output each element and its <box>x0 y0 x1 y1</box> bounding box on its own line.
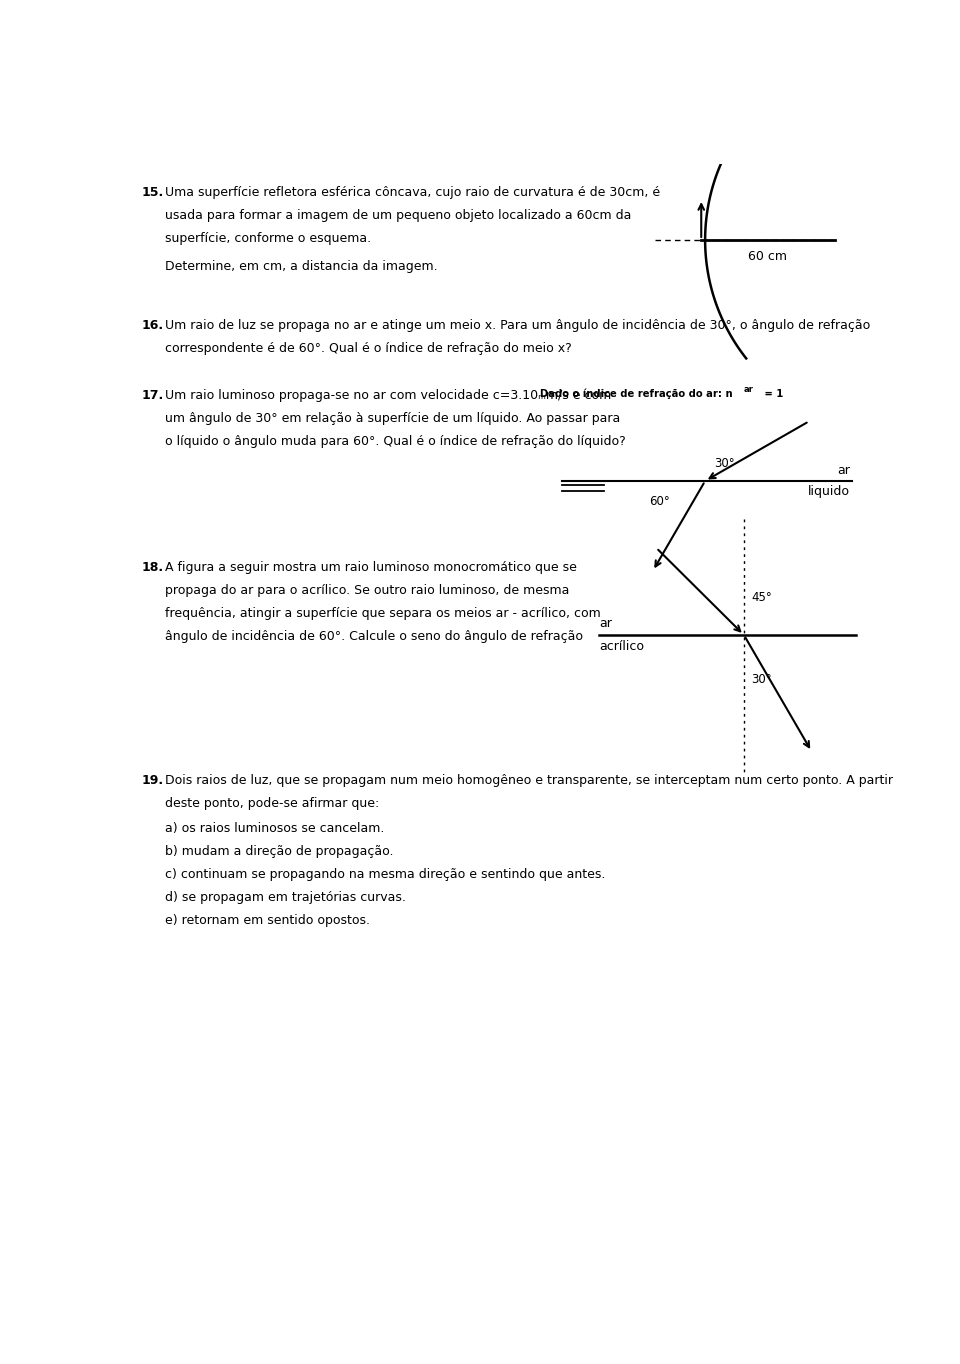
Text: ar: ar <box>599 617 612 630</box>
Text: superfície, conforme o esquema.: superfície, conforme o esquema. <box>165 232 372 246</box>
Text: Dois raios de luz, que se propagam num meio homogêneo e transparente, se interce: Dois raios de luz, que se propagam num m… <box>165 773 893 787</box>
Text: frequência, atingir a superfície que separa os meios ar - acrílico, com: frequência, atingir a superfície que sep… <box>165 607 601 621</box>
Text: 45°: 45° <box>752 592 773 604</box>
Text: Uma superfície refletora esférica côncava, cujo raio de curvatura é de 30cm, é: Uma superfície refletora esférica côncav… <box>165 186 660 199</box>
Text: o líquido o ângulo muda para 60°. Qual é o índice de refração do líquido?: o líquido o ângulo muda para 60°. Qual é… <box>165 435 626 447</box>
Text: Um raio luminoso propaga-se no ar com velocidade c=3.10ₘm/s e com: Um raio luminoso propaga-se no ar com ve… <box>165 389 612 401</box>
Text: 16.: 16. <box>142 319 164 333</box>
Text: ângulo de incidência de 60°. Calcule o seno do ângulo de refração: ângulo de incidência de 60°. Calcule o s… <box>165 630 583 644</box>
Text: 19.: 19. <box>142 773 164 787</box>
Text: 15.: 15. <box>142 186 164 199</box>
Text: um ângulo de 30° em relação à superfície de um líquido. Ao passar para: um ângulo de 30° em relação à superfície… <box>165 412 620 424</box>
Text: a) os raios luminosos se cancelam.: a) os raios luminosos se cancelam. <box>165 822 384 835</box>
Text: ar: ar <box>744 385 754 394</box>
Text: usada para formar a imagem de um pequeno objeto localizado a 60cm da: usada para formar a imagem de um pequeno… <box>165 209 632 222</box>
Text: 30°: 30° <box>714 457 735 471</box>
Text: 60°: 60° <box>650 495 670 507</box>
Text: b) mudam a direção de propagação.: b) mudam a direção de propagação. <box>165 846 394 858</box>
Text: ar: ar <box>837 464 850 477</box>
Text: Determine, em cm, a distancia da imagem.: Determine, em cm, a distancia da imagem. <box>165 261 438 273</box>
Text: d) se propagam em trajetórias curvas.: d) se propagam em trajetórias curvas. <box>165 891 406 904</box>
Text: propaga do ar para o acrílico. Se outro raio luminoso, de mesma: propaga do ar para o acrílico. Se outro … <box>165 584 569 597</box>
Text: 18.: 18. <box>142 561 164 574</box>
Text: Um raio de luz se propaga no ar e atinge um meio x. Para um ângulo de incidência: Um raio de luz se propaga no ar e atinge… <box>165 319 870 333</box>
Text: 60 cm: 60 cm <box>748 250 786 263</box>
Text: A figura a seguir mostra um raio luminoso monocromático que se: A figura a seguir mostra um raio luminos… <box>165 561 577 574</box>
Text: 17.: 17. <box>142 389 164 401</box>
Text: Dado o índice de refração do ar: n: Dado o índice de refração do ar: n <box>540 389 732 400</box>
Text: correspondente é de 60°. Qual é o índice de refração do meio x?: correspondente é de 60°. Qual é o índice… <box>165 342 572 355</box>
Text: liquido: liquido <box>808 484 850 498</box>
Text: = 1: = 1 <box>761 389 783 398</box>
Text: e) retornam em sentido opostos.: e) retornam em sentido opostos. <box>165 914 370 928</box>
Text: acrílico: acrílico <box>599 640 644 653</box>
Text: deste ponto, pode-se afirmar que:: deste ponto, pode-se afirmar que: <box>165 797 379 810</box>
Text: 30°: 30° <box>752 672 772 686</box>
Text: c) continuam se propagando na mesma direção e sentindo que antes.: c) continuam se propagando na mesma dire… <box>165 869 606 881</box>
